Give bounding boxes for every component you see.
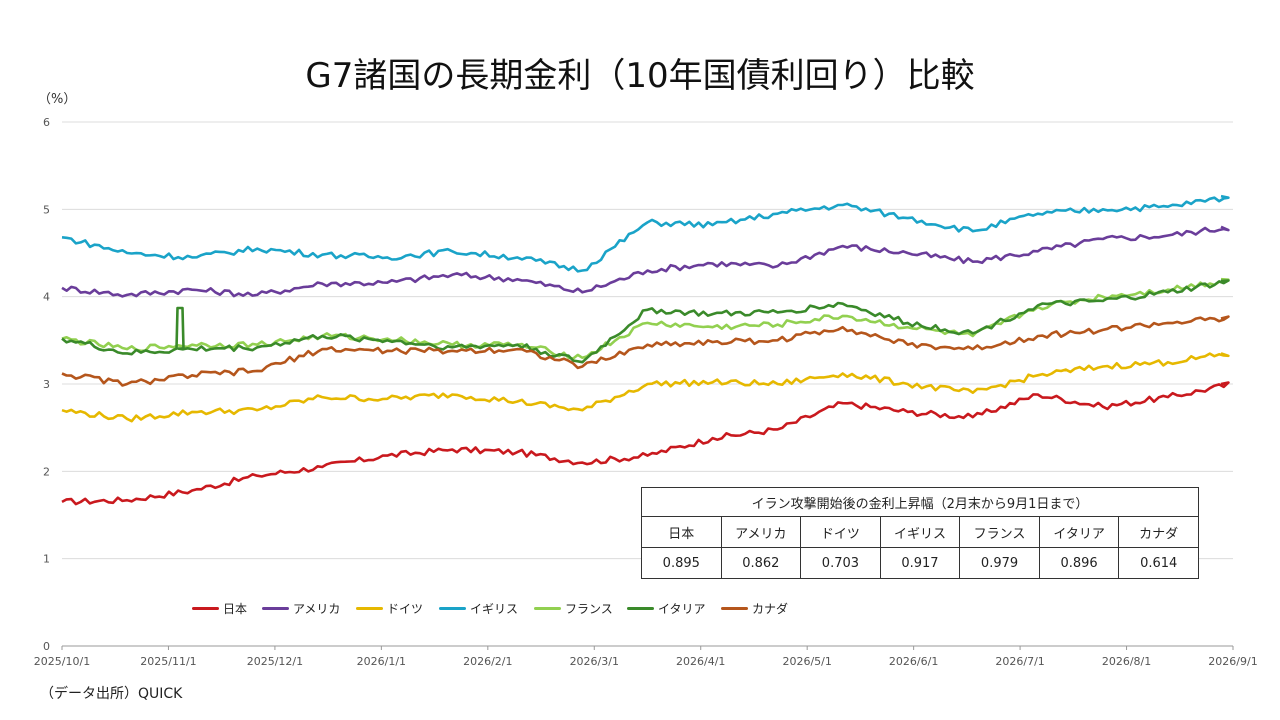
legend-swatch (627, 607, 654, 610)
legend-item: 日本 (192, 600, 262, 617)
data-source: （データ出所）QUICK (40, 686, 183, 702)
series-line-5 (61, 279, 1230, 364)
x-tick-label: 2026/1/1 (357, 655, 406, 668)
y-tick-label: 5 (43, 203, 50, 216)
table-caption: イラン攻撃開始後の金利上昇幅（2月末から9月1日まで） (641, 487, 1199, 517)
table-value-cell: 0.917 (879, 547, 961, 579)
y-tick-label: 2 (43, 465, 50, 478)
table-header-cell: 日本 (641, 516, 722, 548)
y-tick-label: 0 (43, 640, 50, 653)
table-header-cell: イギリス (879, 516, 961, 548)
x-tick-label: 2025/10/1 (34, 655, 90, 668)
x-tick-label: 2025/11/1 (140, 655, 196, 668)
legend-swatch (262, 607, 289, 610)
chart-legend: 日本 アメリカ ドイツ イギリス フランス イタリア カナダ (192, 600, 791, 617)
x-tick-label: 2026/9/1 (1208, 655, 1257, 668)
legend-swatch (439, 607, 466, 610)
legend-label: フランス (565, 602, 613, 616)
table-value-cell: 0.895 (641, 547, 722, 579)
legend-swatch (356, 607, 383, 610)
x-tick-label: 2026/2/1 (463, 655, 512, 668)
legend-swatch (534, 607, 561, 610)
y-axis-unit: （%） (38, 92, 77, 107)
table-header-cell: イタリア (1038, 516, 1120, 548)
legend-item: イギリス (439, 600, 534, 617)
y-tick-label: 6 (43, 116, 50, 129)
x-tick-label: 2026/5/1 (782, 655, 831, 668)
table-header-cell: フランス (959, 516, 1040, 548)
legend-label: カナダ (752, 602, 789, 616)
x-tick-label: 2026/8/1 (1102, 655, 1151, 668)
series-line-2 (61, 352, 1230, 423)
legend-swatch (721, 607, 748, 610)
y-tick-label: 3 (43, 378, 50, 391)
chart-title: G7諸国の長期金利（10年国債利回り）比較 (305, 56, 975, 96)
series-line-1 (61, 225, 1230, 298)
table-value-cell: 0.614 (1118, 547, 1199, 579)
y-tick-label: 1 (43, 553, 50, 566)
legend-item: カナダ (721, 600, 791, 617)
series-line-0 (61, 381, 1230, 506)
legend-item: アメリカ (262, 600, 356, 617)
table-value-cell: 0.896 (1038, 547, 1120, 579)
x-tick-label: 2026/6/1 (889, 655, 938, 668)
legend-label: イギリス (470, 602, 519, 616)
table-value-cell: 0.979 (959, 547, 1040, 579)
x-tick-label: 2026/3/1 (570, 655, 619, 668)
x-tick-label: 2025/12/1 (247, 655, 303, 668)
x-tick-label: 2026/7/1 (995, 655, 1044, 668)
table-value-cell: 0.703 (800, 547, 881, 579)
table-header-cell: アメリカ (720, 516, 802, 548)
legend-label: イタリア (658, 602, 706, 616)
x-tick-label: 2026/4/1 (676, 655, 725, 668)
table-header-cell: ドイツ (800, 516, 881, 548)
y-tick-label: 4 (43, 291, 50, 304)
table-header-cell: カナダ (1118, 516, 1199, 548)
legend-label: 日本 (223, 602, 248, 616)
series-line-3 (61, 194, 1230, 273)
legend-label: ドイツ (387, 602, 424, 616)
legend-swatch (192, 607, 219, 610)
table-value-cell: 0.862 (720, 547, 802, 579)
legend-label: アメリカ (293, 602, 341, 616)
legend-item: フランス (534, 600, 627, 617)
legend-item: ドイツ (356, 600, 439, 617)
series-line-6 (61, 315, 1230, 387)
legend-item: イタリア (627, 600, 721, 617)
rate-increase-table: イラン攻撃開始後の金利上昇幅（2月末から9月1日まで） 日本 アメリカ ドイツ イギリ… (641, 487, 1199, 579)
